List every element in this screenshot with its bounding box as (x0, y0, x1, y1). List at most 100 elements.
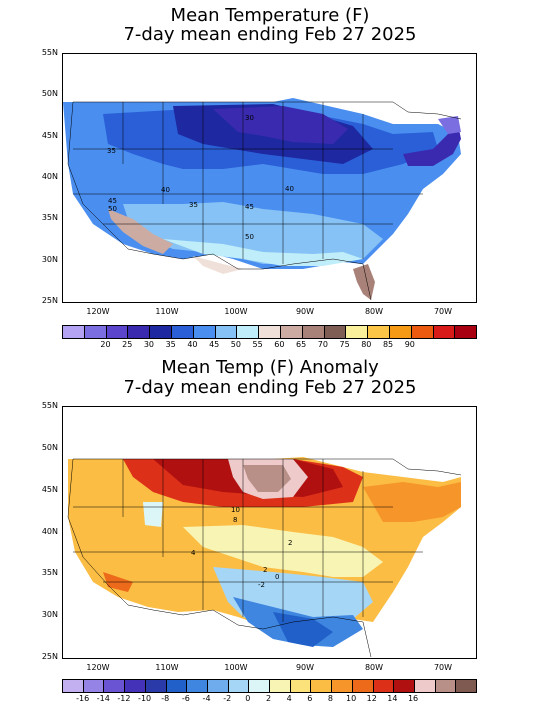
map1-colorbar-label: 85 (382, 340, 394, 349)
map2-contour-0: 0 (275, 573, 279, 581)
map1-colorbar-swatch (346, 326, 369, 338)
map2-colorbar-swatch (414, 680, 436, 692)
map1-colorbar-label: 75 (339, 340, 350, 349)
map2-lat-label: 30N (41, 610, 58, 620)
map1-contour-45b: 45 (245, 203, 254, 211)
map2-colorbar-label: 16 (407, 694, 419, 703)
map1-lon-label: 100W (224, 307, 248, 316)
map1-lat-label: 25N (41, 296, 58, 305)
map2-state-borders (67, 458, 462, 658)
map1-colorbar-swatch (63, 326, 85, 338)
map2-colorbar-swatch (187, 680, 208, 692)
map2-lat-label: 40N (41, 526, 58, 536)
map1-band-25 (438, 116, 461, 134)
map1-contour-30: 30 (245, 114, 254, 122)
map2-colorbar-swatch (145, 680, 167, 692)
map2-contour-8: 8 (233, 516, 237, 524)
map1-contour-35a: 35 (107, 147, 116, 155)
map1-colorbar-label: 90 (404, 340, 415, 349)
map2-colorbar-label: -2 (223, 694, 232, 703)
map1-contour-40b: 40 (285, 185, 294, 193)
map1-colorbar-swatch (324, 326, 347, 338)
map2-contour-labels: 10 8 4 2 2 0 -2 (191, 506, 292, 589)
map1-colorbar-label: 55 (252, 340, 263, 349)
map1-colorbar-labels: 20 25 30 35 40 45 50 55 60 65 70 75 80 85 90 (62, 340, 475, 352)
map1-colorbar-label: 80 (361, 340, 372, 349)
map1-svg: 30 35 40 35 40 45 45 50 50 (63, 54, 476, 302)
map2-band-16 (243, 465, 291, 492)
map2-lon-label: 100W (224, 663, 248, 672)
map2-colorbar-swatch (228, 680, 250, 692)
map2-title-line1: Mean Temp (F) Anomaly (161, 357, 379, 378)
map2-colorbar-swatch (394, 680, 415, 692)
map1-lat-label: 40N (41, 172, 58, 181)
map1-lon-label: 110W (155, 307, 179, 316)
map2-colorbar-label: 6 (307, 694, 313, 703)
map2-colorbar-label: 2 (265, 694, 272, 703)
map1-state-borders (67, 101, 462, 301)
map2-colorbar-swatch (104, 680, 126, 692)
map1-colorbar-swatch (237, 326, 260, 338)
map2-lon-label: 90W (295, 663, 315, 672)
map1-lon-label: 70W (433, 307, 453, 316)
map1-colorbar-label: 50 (230, 340, 241, 349)
map2-colorbar-swatch (83, 680, 105, 692)
map1-colorbar (62, 325, 477, 339)
map2-colorbar-swatch (456, 680, 477, 692)
map1-band-70-fl (353, 264, 375, 300)
map1-band-55 (163, 239, 363, 266)
map1-colorbar-label: 45 (209, 340, 220, 349)
map1-colorbar-label: 60 (274, 340, 285, 349)
map2-colorbar-label: -14 (96, 694, 110, 703)
map1-band-65-sw (108, 209, 173, 254)
map1-colorbar-swatch (106, 326, 129, 338)
map2-contour-2a: 2 (288, 539, 292, 547)
map2-contour-10: 10 (231, 506, 240, 514)
map1-colorbar-label: 40 (187, 340, 198, 349)
map2-colorbar-label: -6 (181, 694, 190, 703)
map2-colorbar-label: 0 (245, 694, 251, 703)
map2-colorbar-label: 8 (327, 694, 333, 703)
map2-colorbar-label: -10 (138, 694, 152, 703)
map2-colorbar-swatch (207, 680, 229, 692)
map2-lat-label: 25N (41, 652, 58, 661)
map1-colorbar-swatch (128, 326, 151, 338)
map1-colorbar-swatch (259, 326, 281, 338)
map1-colorbar-swatch (389, 326, 412, 338)
map1-lon-label: 120W (86, 307, 110, 316)
map2-lon-label: 110W (155, 663, 179, 672)
map1-contour-45a: 45 (108, 197, 117, 205)
map2-colorbar-swatch (270, 680, 291, 692)
map1-lat-label: 55N (41, 48, 58, 57)
map2-title-line2: 7-day mean ending Feb 27 2025 (123, 377, 417, 398)
map2-band-6-ne (363, 482, 461, 522)
map2-lon-label: 120W (86, 663, 110, 672)
map1-colorbar-swatch (302, 326, 325, 338)
map1-band-30 (213, 106, 348, 144)
map2-lat-label: 55N (41, 401, 58, 410)
map2-lat-label: 45N (41, 484, 58, 494)
map1-contour-35b: 35 (189, 201, 198, 209)
map2-anomaly-map: 10 8 4 2 2 0 -2 (62, 406, 477, 659)
map2-colorbar-swatch (311, 680, 333, 692)
map1-colorbar-swatch (411, 326, 434, 338)
map2-colorbar-labels: -16 -14 -12 -10 -8 -6 -4 -2 0 2 4 6 8 10 12 14 16 (62, 694, 475, 706)
map2-band-0-basin (143, 502, 163, 527)
map2-colorbar-label: 12 (366, 694, 377, 703)
map2-contour-2b: 2 (263, 566, 267, 574)
map1-colorbar-swatch (150, 326, 172, 338)
map2-colorbar-label: 10 (346, 694, 357, 703)
map2-colorbar-label: -8 (161, 694, 170, 703)
map1-colorbar-label: 35 (165, 340, 176, 349)
map1-colorbar-swatch (433, 326, 456, 338)
map1-contour-50b: 50 (245, 233, 254, 241)
map1-colorbar-swatch (455, 326, 477, 338)
map1-colorbar-label: 20 (100, 340, 111, 349)
map1-colorbar-label: 65 (296, 340, 307, 349)
map2-colorbar-swatch (63, 680, 84, 692)
map1-colorbar-label: 25 (122, 340, 133, 349)
map1-colorbar-label: 70 (317, 340, 328, 349)
map1-title-line2: 7-day mean ending Feb 27 2025 (123, 24, 417, 45)
map2-colorbar-label: -4 (202, 694, 211, 703)
map2-lat-label: 35N (41, 568, 58, 578)
